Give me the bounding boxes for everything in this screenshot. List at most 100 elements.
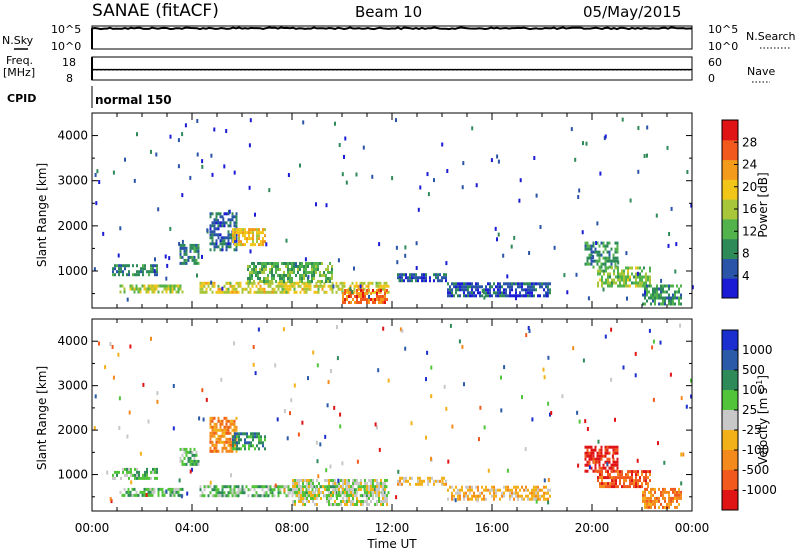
echo-cell [614, 445, 617, 449]
echo-cell [584, 241, 587, 245]
nsky-tick-bottom: 10^0 [51, 40, 81, 53]
echo-cell [165, 287, 168, 291]
echo-cell [612, 253, 615, 257]
echo-cell [143, 487, 146, 491]
echo-cell [287, 277, 289, 280]
echo-cell [487, 488, 489, 492]
echo-cell [611, 476, 613, 480]
echo-cell [305, 494, 308, 498]
echo-cell [137, 290, 140, 294]
echo-cell [255, 268, 257, 271]
echo-cell [335, 284, 338, 288]
echo-cell [598, 451, 601, 455]
echo-cell [376, 479, 378, 482]
echo-cell [275, 262, 277, 265]
velocity-colorbar-label: Velocity [m s-1] [755, 375, 770, 465]
echo-cell [483, 291, 485, 295]
colorbar-tick-label: 28 [742, 135, 757, 149]
echo-cell [635, 470, 637, 474]
echo-cell [364, 482, 366, 485]
echo-cell [566, 290, 569, 295]
echo-cell [647, 482, 649, 486]
echo-cell [617, 476, 619, 480]
echo-cell [629, 482, 631, 486]
echo-cell [525, 282, 527, 286]
echo-cell [354, 482, 356, 485]
echo-cell [479, 291, 481, 295]
echo-cell [455, 485, 457, 489]
echo-cell [252, 240, 254, 244]
echo-cell [279, 290, 282, 294]
echo-cell [232, 231, 234, 235]
echo-cell [649, 473, 651, 477]
echo-cell [183, 246, 186, 250]
echo-cell [451, 485, 453, 489]
echo-cell [356, 292, 358, 295]
echo-cell [329, 277, 331, 280]
echo-cell [654, 490, 656, 494]
echo-cell [199, 488, 202, 492]
echo-cell [646, 125, 649, 130]
echo-cell [643, 479, 645, 483]
echo-cell [674, 493, 676, 497]
echo-cell [315, 440, 318, 445]
echo-cell [315, 281, 318, 285]
echo-cell [211, 221, 214, 225]
echo-cell [616, 241, 619, 245]
echo-cell [311, 262, 313, 265]
echo-cell [614, 469, 617, 473]
echo-cell [258, 237, 260, 241]
echo-cell [193, 459, 196, 463]
echo-cell [305, 290, 308, 294]
echo-cell [599, 272, 601, 276]
echo-cell [355, 172, 358, 177]
echo-cell [311, 485, 314, 489]
echo-cell [364, 292, 366, 295]
echo-cell [173, 490, 176, 494]
echo-cell [236, 435, 238, 439]
echo-cell [596, 221, 599, 226]
echo-cell [523, 288, 525, 292]
echo-cell [229, 290, 232, 294]
echo-cell [136, 264, 138, 268]
echo-cell [120, 270, 122, 274]
echo-cell [316, 459, 319, 464]
echo-cell [491, 485, 493, 489]
echo-cell [662, 302, 664, 306]
echo-cell [368, 289, 370, 292]
echo-cell [285, 284, 288, 288]
echo-cell [608, 445, 611, 449]
echo-cell [650, 296, 652, 300]
echo-cell [644, 499, 646, 503]
echo-cell [453, 488, 455, 492]
echo-cell [219, 428, 222, 432]
echo-cell [298, 497, 300, 500]
echo-cell [163, 493, 166, 497]
echo-cell [253, 265, 255, 268]
echo-cell [609, 482, 611, 486]
echo-cell [191, 462, 194, 466]
echo-cell [316, 497, 318, 500]
echo-cell [219, 434, 222, 438]
echo-cell [235, 215, 238, 219]
echo-cell [303, 265, 305, 268]
echo-cell [433, 482, 435, 486]
echo-cell [676, 493, 678, 497]
echo-cell [463, 294, 465, 298]
echo-cell [287, 494, 290, 498]
echo-cell [263, 281, 266, 285]
echo-cell [543, 294, 545, 298]
echo-cell [635, 272, 637, 276]
echo-cell [227, 233, 230, 237]
echo-cell [186, 491, 189, 496]
echo-cell [244, 438, 246, 442]
echo-cell [171, 290, 174, 294]
echo-cell [120, 476, 122, 480]
echo-cell [384, 482, 386, 485]
echo-cell [227, 230, 230, 234]
echo-cell [289, 411, 291, 416]
echo-cell [149, 284, 152, 288]
echo-cell [371, 281, 374, 285]
echo-cell [513, 282, 515, 286]
echo-cell [646, 487, 648, 491]
